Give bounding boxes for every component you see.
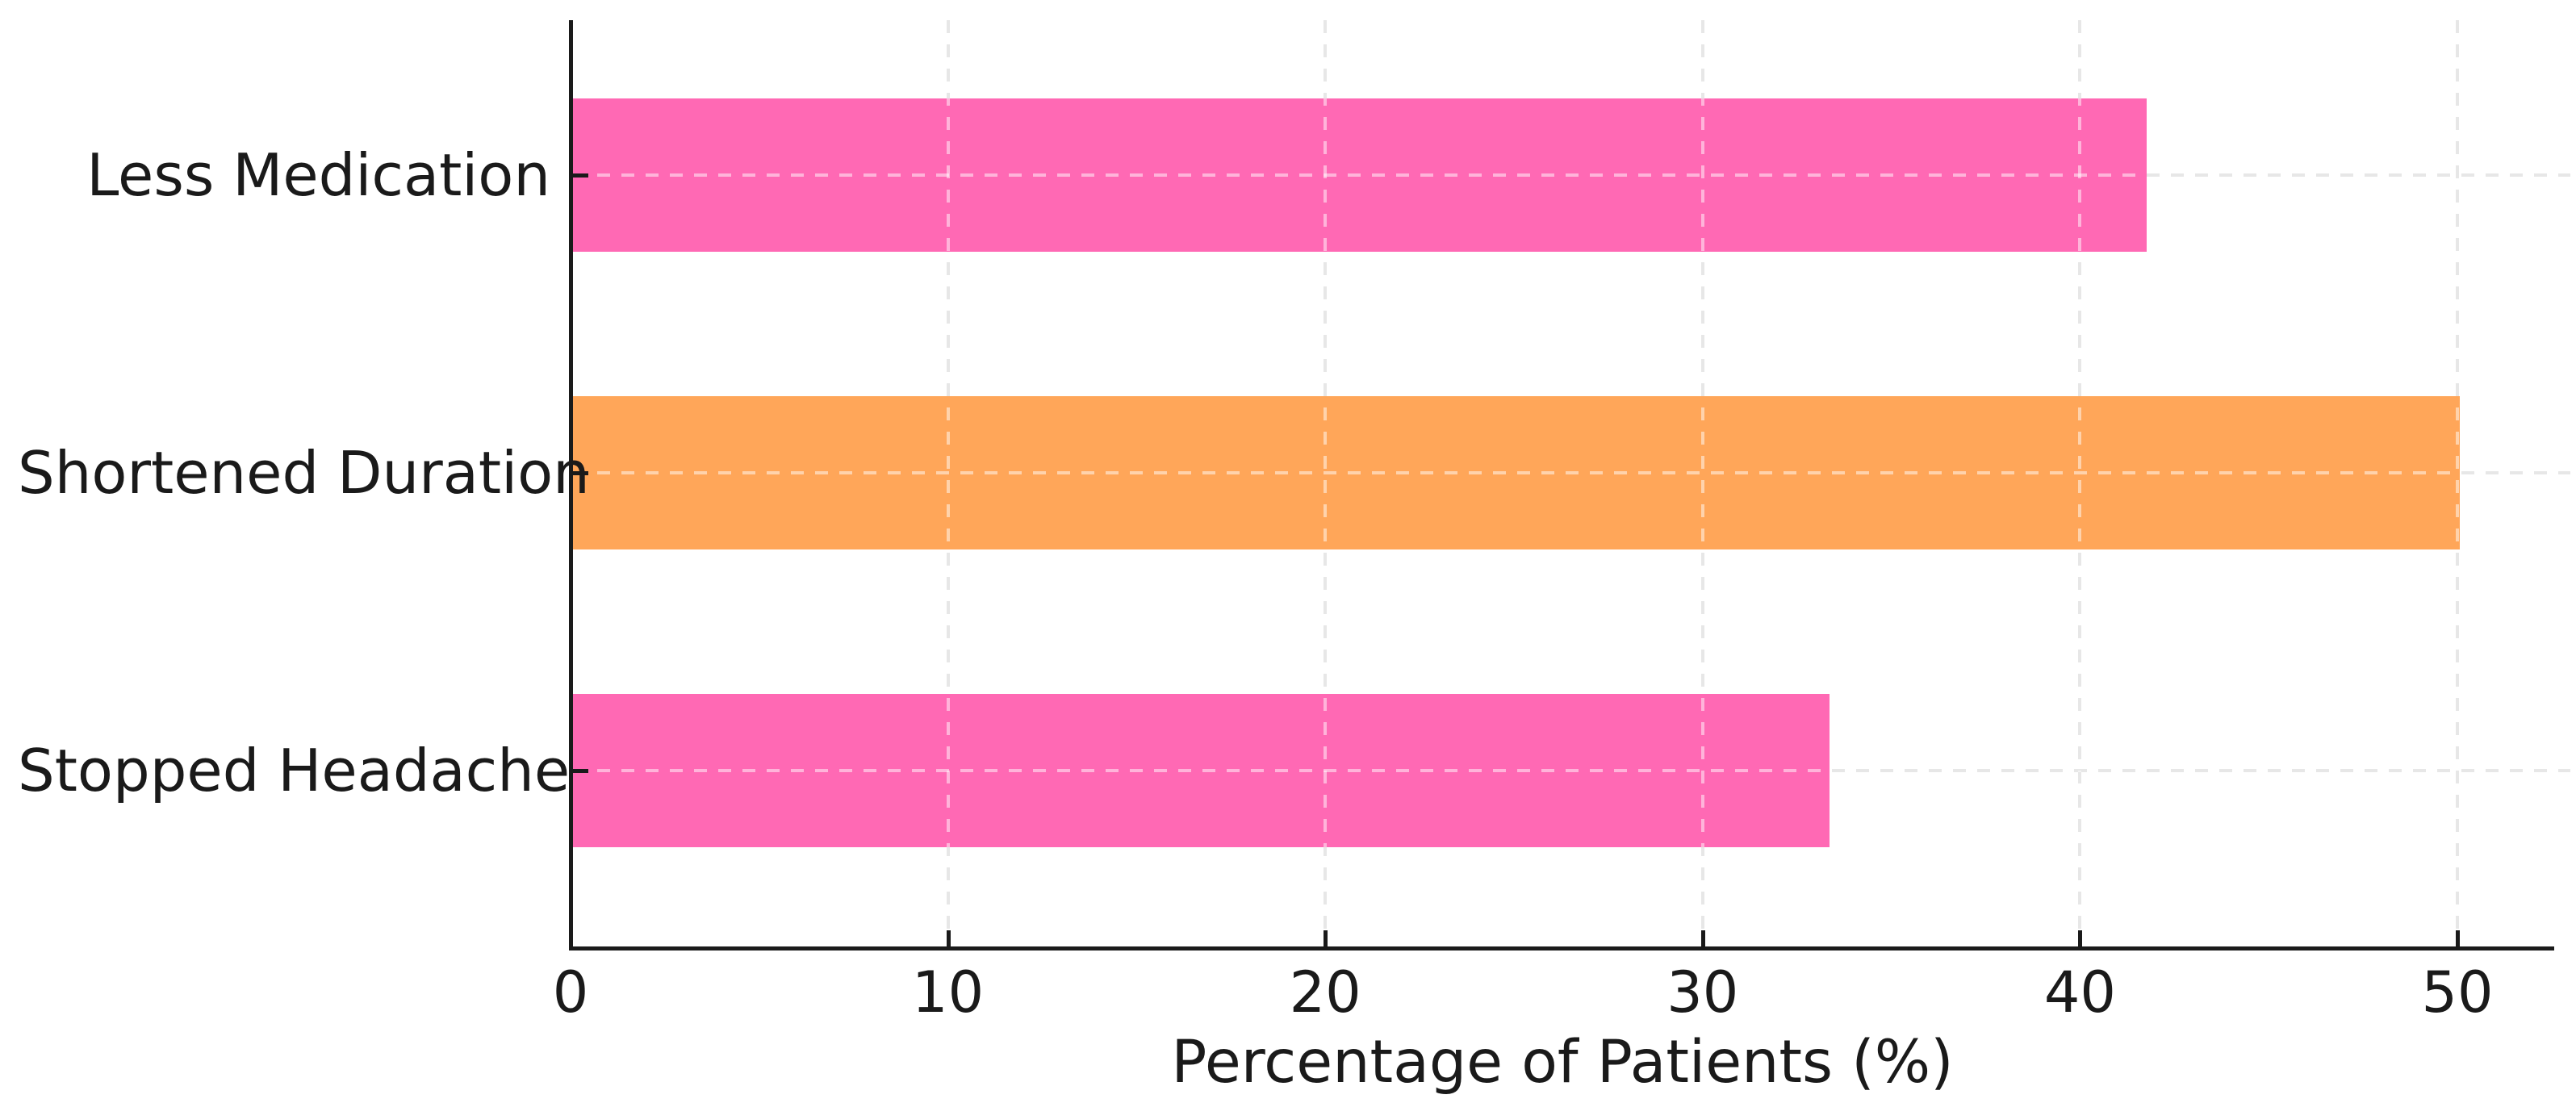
- vertical-gridline: [1324, 20, 1328, 946]
- x-axis-tick: [1324, 930, 1328, 946]
- x-axis-tick: [2456, 930, 2460, 946]
- category-label: Stopped Headache: [18, 737, 571, 804]
- x-tick-label: 50: [2421, 959, 2494, 1026]
- x-axis-title: Percentage of Patients (%): [1171, 1028, 1954, 1097]
- vertical-gridline: [1700, 20, 1704, 946]
- y-axis-tick: [571, 769, 588, 773]
- x-axis-spine: [569, 946, 2554, 951]
- x-tick-label: 40: [2043, 959, 2116, 1026]
- horizontal-gridline: [573, 769, 2570, 772]
- category-label: Less Medication: [86, 141, 550, 209]
- y-axis-tick: [571, 173, 588, 178]
- category-label: Shortened Duration: [18, 439, 590, 507]
- x-tick-label: 10: [912, 959, 985, 1026]
- y-axis-spine: [569, 20, 573, 951]
- x-tick-label: 0: [552, 959, 589, 1026]
- x-axis-tick: [2078, 930, 2083, 946]
- horizontal-gridline: [573, 173, 2570, 177]
- y-axis-tick: [571, 471, 588, 475]
- vertical-gridline: [2078, 20, 2082, 946]
- x-axis-tick: [946, 930, 951, 946]
- horizontal-gridline: [573, 471, 2570, 474]
- vertical-gridline: [2456, 20, 2459, 946]
- x-tick-label: 20: [1289, 959, 1361, 1026]
- vertical-gridline: [946, 20, 950, 946]
- x-axis-tick: [1700, 930, 1705, 946]
- x-tick-label: 30: [1666, 959, 1739, 1026]
